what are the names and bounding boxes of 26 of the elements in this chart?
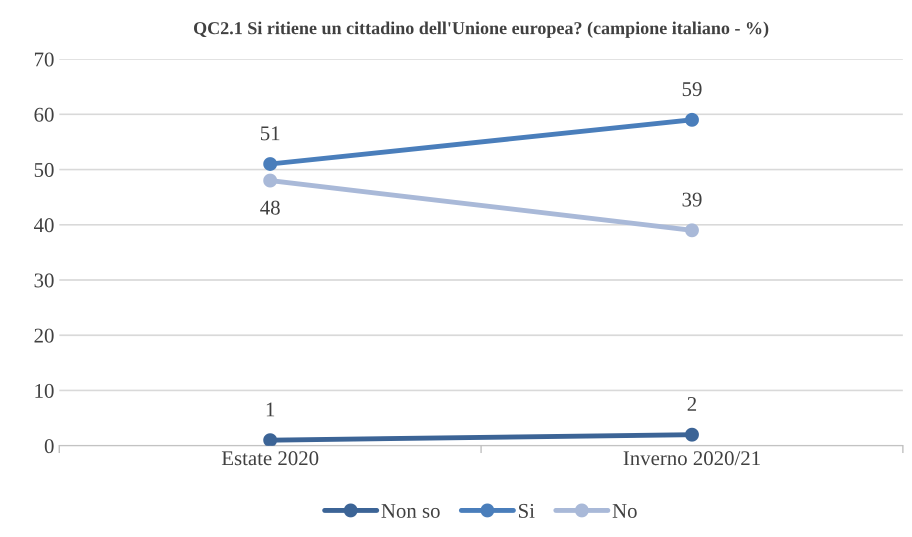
point (685, 112, 699, 127)
data-label: 1 (266, 402, 274, 416)
y-tick-label: 10 (35, 384, 54, 398)
y-tick-label: 50 (34, 162, 54, 177)
point (685, 428, 699, 442)
y-tick-label: 40 (34, 218, 54, 232)
y-tick-label: 20 (34, 328, 54, 343)
x-tick-label: Inverno 2020/21 (624, 451, 760, 466)
data-label: 2 (688, 396, 696, 411)
x-tick-label: Estate 2020 (222, 451, 318, 466)
point (685, 223, 699, 238)
chart-title: QC2.1 Si ritiene un cittadino dell'Unione europea? (campione italiano - %) (194, 22, 768, 38)
y-tick-label: 70 (34, 52, 54, 67)
point (263, 174, 278, 188)
point (263, 157, 278, 171)
data-label: 39 (682, 192, 702, 207)
point (263, 433, 278, 446)
y-tick-label: 30 (34, 273, 54, 288)
legend-label: Non so (381, 504, 440, 518)
y-tick-label: 0 (44, 439, 54, 454)
legend-label: Si (518, 504, 535, 518)
legend-label: No (612, 504, 637, 518)
data-label: 48 (260, 200, 280, 215)
data-label: 51 (260, 126, 280, 140)
data-label: 59 (682, 82, 702, 96)
y-tick-label: 60 (34, 108, 54, 122)
